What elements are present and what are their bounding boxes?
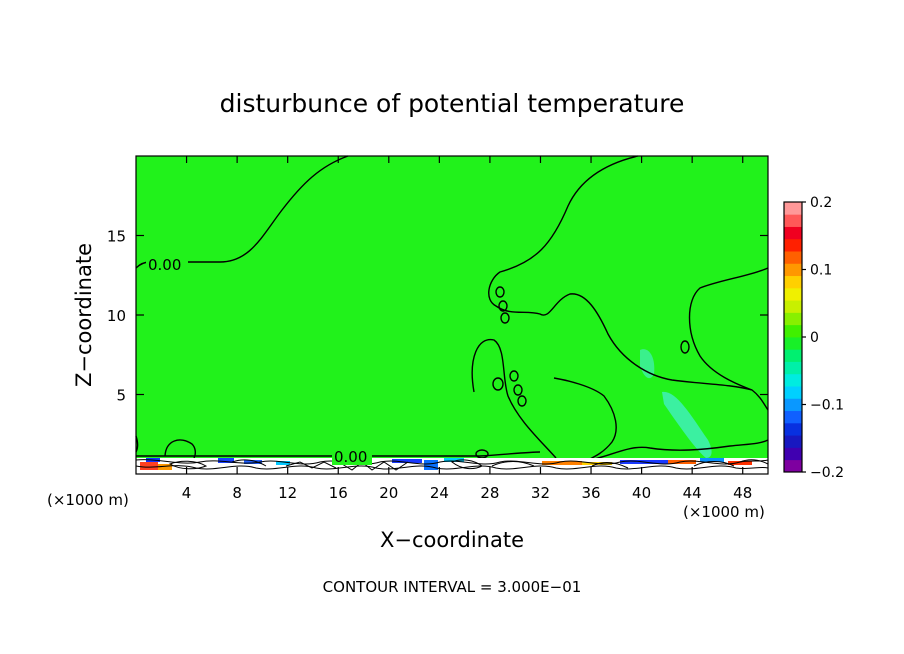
contour-label: 0.00 (148, 256, 181, 274)
colorbar-swatch (784, 386, 802, 399)
contour-label: 0.00 (334, 448, 367, 466)
contour-line-low-left (164, 439, 197, 459)
colorbar-swatch (784, 287, 802, 301)
colorbar-tick-label: −0.2 (810, 465, 844, 481)
contour-ellipse (680, 340, 690, 354)
field-background (136, 156, 768, 474)
contour-line-mid-lower (471, 338, 557, 459)
y-axis-label: Z−coordinate (72, 243, 96, 387)
contour-ellipse (509, 370, 519, 382)
colorbar-swatch (784, 214, 802, 227)
x-tick-label: 8 (232, 484, 242, 502)
x-tick-label: 24 (430, 484, 449, 502)
colorbar-swatch (784, 300, 802, 313)
contour-ellipse (498, 300, 508, 312)
colorbar-swatch (784, 422, 802, 436)
colorbar-swatch (784, 410, 802, 424)
x-tick-label: 28 (480, 484, 499, 502)
colorbar-tick-label: 0.1 (810, 263, 832, 279)
colorbar-swatch (784, 459, 802, 473)
colorbar (783, 201, 806, 473)
contour-interval-note: CONTOUR INTERVAL = 3.000E−01 (323, 578, 582, 596)
x-unit-left: (×1000 m) (47, 491, 129, 509)
axis-ticks (136, 156, 768, 474)
contour-label-bg (332, 449, 372, 465)
y-tick-label: 10 (107, 307, 126, 325)
colorbar-swatch (784, 337, 802, 350)
colorbar-swatch (784, 361, 802, 375)
contour-line-right-plume (488, 155, 769, 411)
x-tick-label: 40 (632, 484, 651, 502)
contour-ellipse (495, 286, 505, 298)
surface-contour-lines (135, 459, 769, 471)
x-tick-label: 12 (278, 484, 297, 502)
x-axis-label: X−coordinate (380, 528, 524, 552)
colorbar-tick-label: 0 (810, 330, 819, 346)
surface-layer (135, 458, 769, 474)
colorbar-swatch (784, 373, 802, 387)
colorbar-swatch (784, 202, 802, 215)
contour-line-bottom-strip (136, 451, 541, 457)
contour-ellipse (492, 377, 504, 391)
colorbar-swatch (784, 312, 802, 326)
colorbar-swatch (784, 349, 802, 362)
colorbar-swatch (784, 251, 802, 264)
x-tick-label: 36 (581, 484, 600, 502)
colorbar-tick-label: −0.1 (810, 398, 844, 414)
x-tick-label: 32 (531, 484, 550, 502)
negative-anomaly-spot (640, 349, 655, 379)
colorbar-swatch (784, 226, 802, 240)
x-unit-right: (×1000 m) (683, 503, 765, 521)
contour-ellipse (513, 384, 523, 396)
x-tick-label: 48 (733, 484, 752, 502)
colorbar-swatch (784, 275, 802, 289)
contour-ellipse (500, 312, 510, 324)
x-tick-label: 20 (379, 484, 398, 502)
colorbar-swatch (784, 324, 802, 338)
contour-label-bg (146, 256, 188, 272)
contour-ellipse (517, 395, 527, 407)
x-tick-label: 16 (329, 484, 348, 502)
colorbar-tick-label: 0.2 (810, 195, 832, 211)
negative-anomaly-region (662, 391, 712, 458)
colorbar-swatch (784, 263, 802, 277)
colorbar-swatch (784, 447, 802, 461)
colorbar-labels: 0.2 0.1 0 −0.1 −0.2 (810, 195, 844, 481)
contour-line-right-lobe (688, 267, 769, 391)
colorbar-swatch (784, 398, 802, 412)
x-tick-label: 44 (683, 484, 702, 502)
x-tick-label: 4 (182, 484, 192, 502)
y-tick-label: 5 (116, 387, 126, 405)
colorbar-swatch (784, 238, 802, 252)
colorbar-swatch (784, 435, 802, 448)
chart-title: disturbunce of potential temperature (220, 89, 685, 118)
y-tick-label: 15 (107, 228, 126, 246)
